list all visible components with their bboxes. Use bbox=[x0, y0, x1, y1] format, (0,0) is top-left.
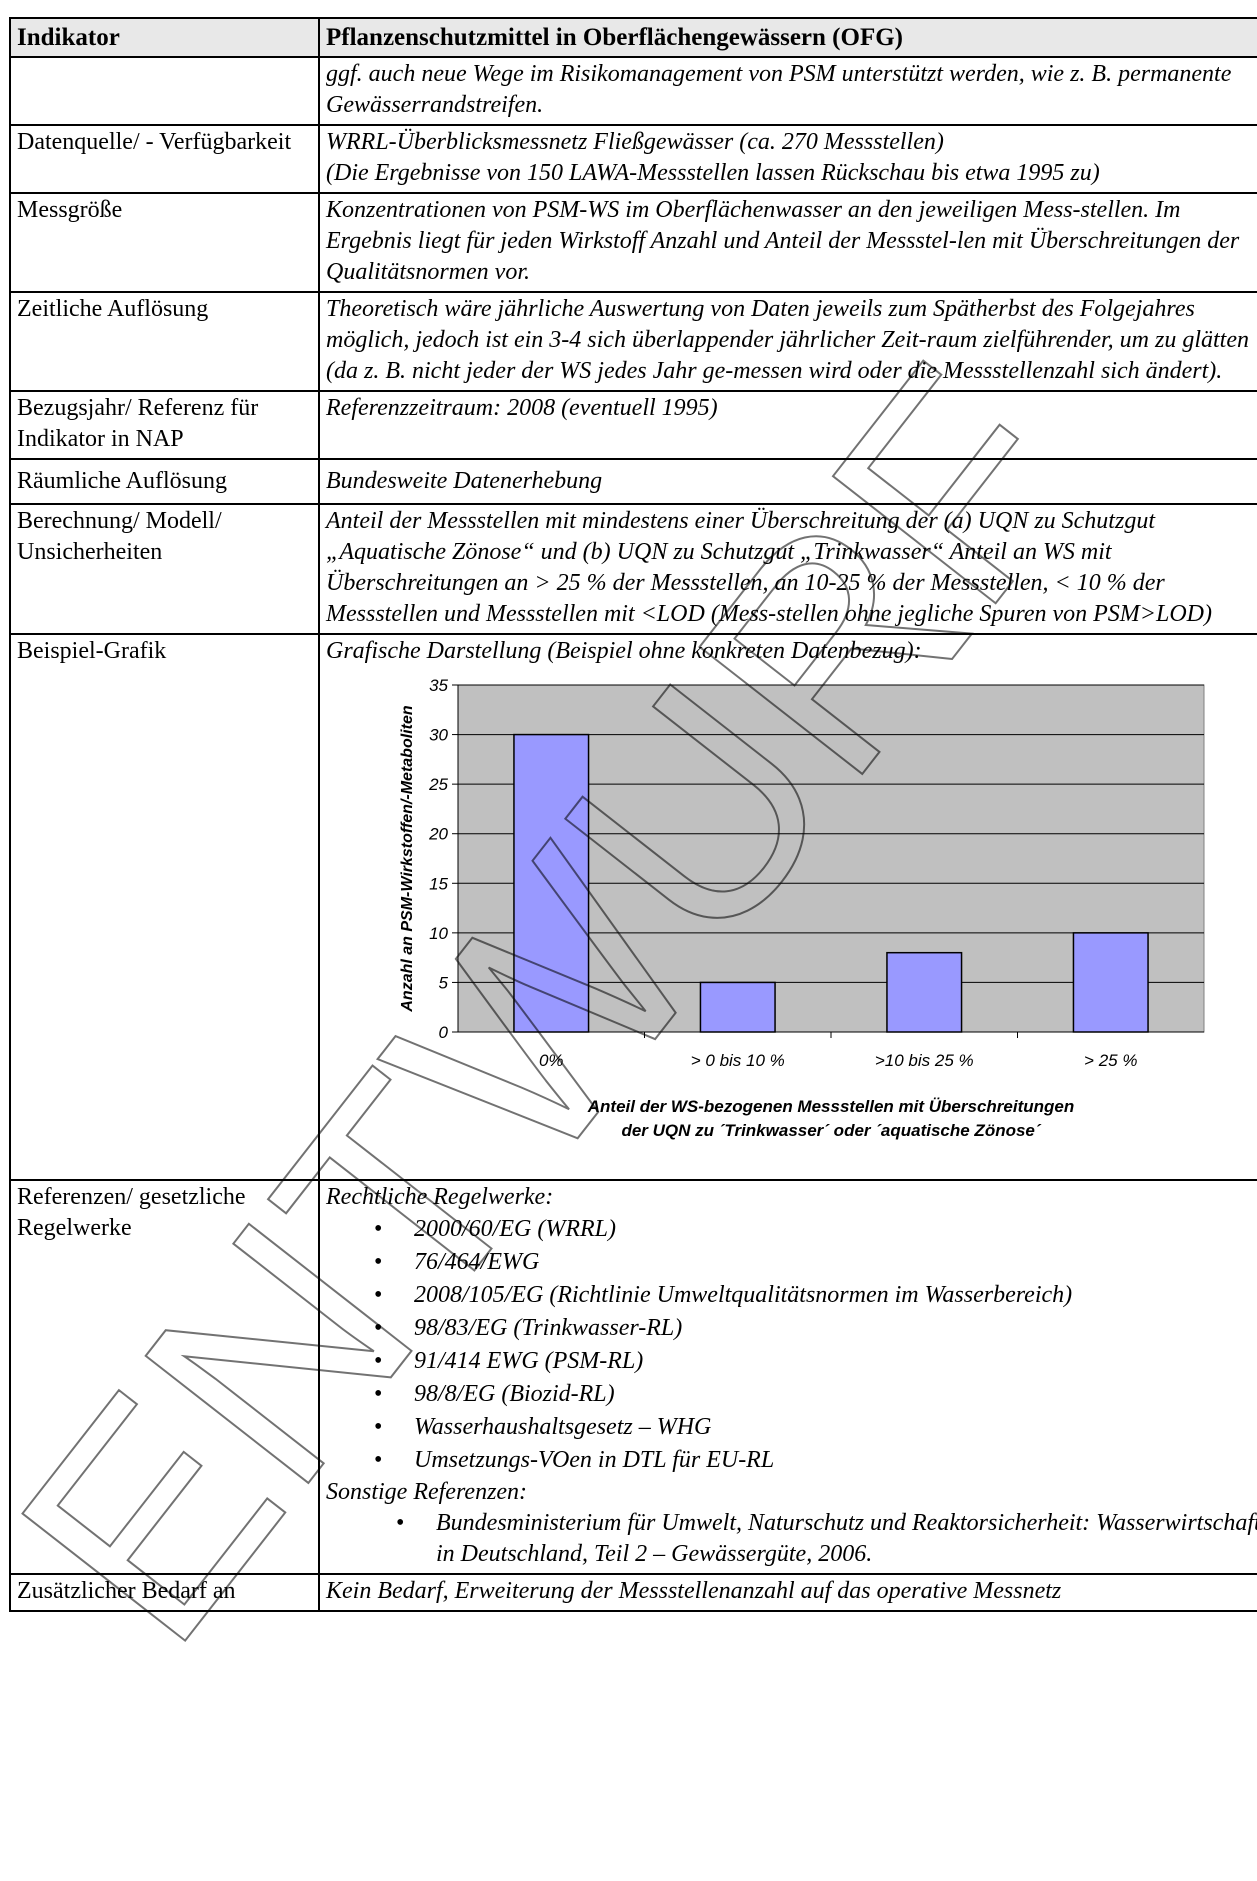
row-label-bezugsjahr: Bezugsjahr/ Referenz für Indikator in NA… bbox=[9, 390, 320, 460]
table-row: Bezugsjahr/ Referenz für Indikator in NA… bbox=[9, 390, 1257, 460]
x-axis-label-line-1: Anteil der WS-bezogenen Messstellen mit … bbox=[587, 1097, 1074, 1116]
reference-item: 76/464/EWG bbox=[374, 1246, 1257, 1279]
table-row: Datenquelle/ - Verfügbarkeit WRRL-Überbl… bbox=[9, 124, 1257, 194]
row-label bbox=[9, 56, 320, 126]
row-value-bezugsjahr: Referenzzeitraum: 2008 (eventuell 1995) bbox=[318, 390, 1257, 460]
bar-chart: 0 5 10 15 20 25 30 35 0% > 0 bis 10 % >10 bis 25 %… bbox=[326, 671, 1226, 1176]
referenzen-list: 2000/60/EG (WRRL)76/464/EWG2008/105/EG (… bbox=[326, 1213, 1257, 1477]
y-tick-label: 20 bbox=[428, 825, 448, 844]
chart-caption: Grafische Darstellung (Beispiel ohne kon… bbox=[326, 638, 922, 664]
reference-item: 91/414 EWG (PSM-RL) bbox=[374, 1345, 1257, 1378]
table-row: Berechnung/ Modell/ Unsicherheiten Antei… bbox=[9, 503, 1257, 635]
x-tick-label: 0% bbox=[539, 1051, 564, 1070]
table-row: Zeitliche Auflösung Theoretisch wäre jäh… bbox=[9, 291, 1257, 392]
y-tick-label: 0 bbox=[439, 1023, 449, 1042]
row-value-beispiel: Grafische Darstellung (Beispiel ohne kon… bbox=[318, 633, 1257, 1181]
other-reference-item: Bundesministerium für Umwelt, Naturschut… bbox=[396, 1508, 1257, 1570]
bar-chart-svg: 0 5 10 15 20 25 30 35 0% > 0 bis 10 % >10 bis 25 %… bbox=[399, 676, 1205, 1140]
row-value-zeitlich: Theoretisch wäre jährliche Auswertung vo… bbox=[318, 291, 1257, 392]
y-tick-label: 15 bbox=[429, 874, 448, 893]
y-tick-label: 35 bbox=[429, 676, 448, 695]
table-row: Räumliche Auflösung Bundesweite Datenerh… bbox=[9, 458, 1257, 505]
datenquelle-line-2: (Die Ergebnisse von 150 LAWA-Messstellen… bbox=[326, 160, 1100, 186]
row-label-zeitlich: Zeitliche Auflösung bbox=[9, 291, 320, 392]
row-value-messgroesse: Konzentrationen von PSM-WS im Oberfläche… bbox=[318, 192, 1257, 293]
header-indikator: Indikator bbox=[9, 17, 320, 58]
reference-item: 2008/105/EG (Richtlinie Umweltqualitätsn… bbox=[374, 1279, 1257, 1312]
y-tick-label: 25 bbox=[428, 775, 448, 794]
reference-item: Umsetzungs-VOen in DTL für EU-RL bbox=[374, 1444, 1257, 1477]
table-row: ggf. auch neue Wege im Risikomanagement … bbox=[9, 56, 1257, 126]
reference-item: Wasserhaushaltsgesetz – WHG bbox=[374, 1411, 1257, 1444]
table-row: Messgröße Konzentrationen von PSM-WS im … bbox=[9, 192, 1257, 293]
row-label-datenquelle: Datenquelle/ - Verfügbarkeit bbox=[9, 124, 320, 194]
y-tick-label: 10 bbox=[429, 924, 448, 943]
row-label-raeumlich: Räumliche Auflösung bbox=[9, 458, 320, 505]
table-row: Beispiel-Grafik Grafische Darstellung (B… bbox=[9, 633, 1257, 1181]
x-axis-label-line-2: der UQN zu ´Trinkwasser´ oder ´aquatisch… bbox=[621, 1121, 1041, 1140]
row-label-zusaetzlich: Zusätzlicher Bedarf an bbox=[9, 1573, 320, 1612]
referenzen-other-list: Bundesministerium für Umwelt, Naturschut… bbox=[326, 1508, 1257, 1570]
row-value-zusaetzlich: Kein Bedarf, Erweiterung der Messstellen… bbox=[318, 1573, 1257, 1612]
bar bbox=[699, 981, 776, 1033]
x-tick-label: > 0 bis 10 % bbox=[691, 1051, 785, 1070]
table-row: Zusätzlicher Bedarf an Kein Bedarf, Erwe… bbox=[9, 1573, 1257, 1612]
referenzen-intro: Rechtliche Regelwerke: bbox=[326, 1184, 554, 1210]
row-label-referenzen: Referenzen/ gesetzliche Regelwerke bbox=[9, 1179, 320, 1575]
x-tick-label: > 25 % bbox=[1084, 1051, 1137, 1070]
referenzen-other-intro: Sonstige Referenzen: bbox=[326, 1479, 528, 1505]
y-tick-label: 30 bbox=[429, 726, 448, 745]
table-header-row: Indikator Pflanzenschutzmittel in Oberfl… bbox=[9, 17, 1257, 58]
row-value-referenzen: Rechtliche Regelwerke: 2000/60/EG (WRRL)… bbox=[318, 1179, 1257, 1575]
bar bbox=[513, 733, 590, 1033]
header-title: Pflanzenschutzmittel in Oberflächengewäs… bbox=[318, 17, 1257, 58]
reference-item: 98/8/EG (Biozid-RL) bbox=[374, 1378, 1257, 1411]
row-value-raeumlich: Bundesweite Datenerhebung bbox=[318, 458, 1257, 505]
y-axis-label: Anzahl an PSM-Wirkstoffen/-Metaboliten bbox=[399, 705, 416, 1012]
datenquelle-line-1: WRRL-Überblicksmessnetz Fließgewässer (c… bbox=[326, 129, 944, 155]
row-label-berechnung: Berechnung/ Modell/ Unsicherheiten bbox=[9, 503, 320, 635]
row-value: ggf. auch neue Wege im Risikomanagement … bbox=[318, 56, 1257, 126]
row-label-beispiel: Beispiel-Grafik bbox=[9, 633, 320, 1181]
bar bbox=[886, 951, 963, 1033]
indicator-table: Indikator Pflanzenschutzmittel in Oberfl… bbox=[9, 17, 1257, 1612]
bar bbox=[1072, 932, 1149, 1033]
y-tick-label: 5 bbox=[439, 973, 449, 992]
reference-item: 98/83/EG (Trinkwasser-RL) bbox=[374, 1312, 1257, 1345]
row-value-berechnung: Anteil der Messstellen mit mindestens ei… bbox=[318, 503, 1257, 635]
row-value-datenquelle: WRRL-Überblicksmessnetz Fließgewässer (c… bbox=[318, 124, 1257, 194]
x-tick-label: >10 bis 25 % bbox=[875, 1051, 974, 1070]
reference-item: 2000/60/EG (WRRL) bbox=[374, 1213, 1257, 1246]
table-row: Referenzen/ gesetzliche Regelwerke Recht… bbox=[9, 1179, 1257, 1575]
row-label-messgroesse: Messgröße bbox=[9, 192, 320, 293]
